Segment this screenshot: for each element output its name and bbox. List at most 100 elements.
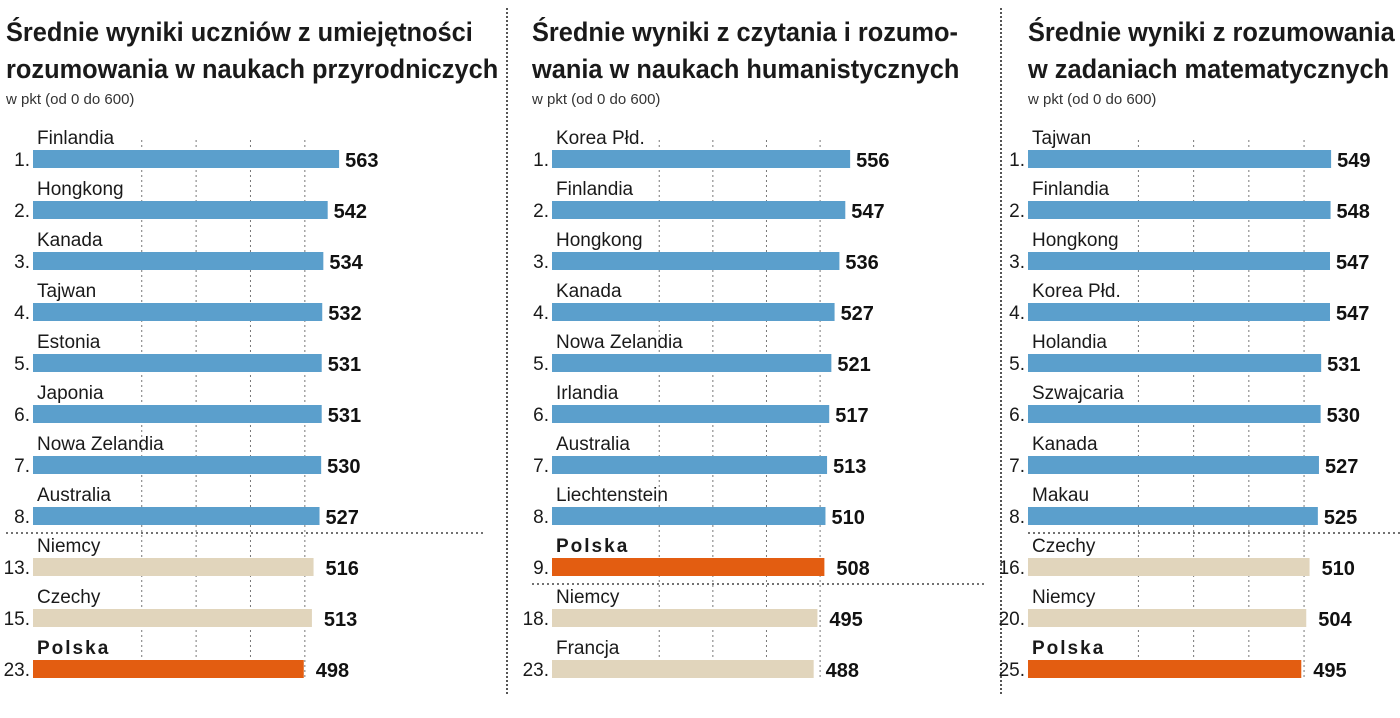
country-label: Hongkong	[1032, 230, 1119, 251]
country-label: Holandia	[1032, 332, 1107, 353]
value-label: 521	[837, 354, 870, 376]
value-label: 527	[326, 507, 359, 529]
value-label: 517	[835, 405, 868, 427]
rank-label: 3.	[14, 252, 30, 273]
panel-title-line: w zadaniach matematycznych	[1028, 54, 1390, 84]
country-label: Tajwan	[37, 281, 96, 302]
country-label: Finlandia	[1032, 179, 1110, 200]
country-label: Czechy	[37, 587, 101, 608]
rank-label: 2.	[533, 201, 549, 222]
value-label: 531	[1327, 354, 1360, 376]
rank-label: 13.	[4, 558, 30, 579]
rank-label: 20.	[999, 609, 1025, 630]
value-label: 548	[1337, 201, 1370, 223]
panel-subtitle: w pkt (od 0 do 600)	[6, 91, 135, 108]
value-label: 549	[1337, 150, 1370, 172]
chart-panel-math: Średnie wyniki z rozumowania w zadaniach…	[999, 0, 1400, 718]
value-label: 510	[831, 507, 864, 529]
value-label: 513	[833, 456, 866, 478]
bar	[552, 609, 818, 627]
bar	[1028, 252, 1330, 270]
country-label: Kanada	[556, 281, 622, 302]
bar	[1028, 201, 1331, 219]
bar	[552, 405, 830, 423]
rank-label: 4.	[14, 303, 30, 324]
panel-title-line: Średnie wyniki z czytania i rozumo-	[532, 17, 958, 47]
rank-label: 3.	[1009, 252, 1025, 273]
country-label: Estonia	[37, 332, 101, 353]
bar	[1028, 507, 1318, 525]
rank-label: 4.	[1009, 303, 1025, 324]
value-label: 498	[316, 660, 349, 682]
country-label: Francja	[556, 638, 620, 659]
country-label: Australia	[556, 434, 630, 455]
chart-panel-reading: Średnie wyniki z czytania i rozumo- wani…	[523, 0, 992, 718]
panel-divider	[506, 8, 508, 694]
country-label: Korea Płd.	[1032, 281, 1121, 302]
panel-title-line: rozumowania w naukach przyrodniczych	[6, 54, 499, 84]
bar	[1028, 456, 1319, 474]
value-label: 488	[826, 660, 859, 682]
country-label: Finlandia	[556, 179, 634, 200]
value-label: 547	[1336, 303, 1369, 325]
country-label: Finlandia	[37, 128, 115, 149]
rank-label: 4.	[533, 303, 549, 324]
bar	[552, 507, 826, 525]
rank-label: 23.	[523, 660, 549, 681]
value-label: 532	[328, 303, 361, 325]
value-label: 563	[345, 150, 378, 172]
country-label: Tajwan	[1032, 128, 1091, 149]
value-label: 534	[329, 252, 363, 274]
bar	[33, 456, 322, 474]
bar	[33, 660, 304, 678]
chart-panel-science: Średnie wyniki uczniów z umiejętności ro…	[4, 0, 499, 718]
rank-label: 5.	[14, 354, 30, 375]
rank-label: 3.	[533, 252, 549, 273]
country-label: Kanada	[37, 230, 103, 251]
value-label: 504	[1318, 609, 1352, 631]
bar	[33, 303, 323, 321]
rank-label: 1.	[1009, 150, 1025, 171]
country-label: Polska	[37, 638, 110, 659]
panel-title: Średnie wyniki z czytania i rozumo- wani…	[532, 14, 983, 88]
panel-subtitle: w pkt (od 0 do 600)	[532, 91, 661, 108]
bar	[552, 354, 832, 372]
bar	[33, 150, 340, 168]
rank-label: 2.	[1009, 201, 1025, 222]
rank-label: 5.	[1009, 354, 1025, 375]
value-label: 516	[326, 558, 359, 580]
rank-label: 8.	[533, 507, 549, 528]
rank-label: 5.	[533, 354, 549, 375]
bar	[552, 660, 814, 678]
country-label: Polska	[1032, 638, 1105, 659]
rank-label: 18.	[523, 609, 549, 630]
panel-subtitle: w pkt (od 0 do 600)	[1028, 91, 1157, 108]
country-label: Niemcy	[556, 587, 620, 608]
bar	[552, 252, 840, 270]
country-label: Australia	[37, 485, 111, 506]
bar	[552, 456, 828, 474]
value-label: 531	[328, 405, 361, 427]
value-label: 527	[841, 303, 874, 325]
rank-label: 7.	[533, 456, 549, 477]
rank-label: 6.	[14, 405, 30, 426]
value-label: 542	[334, 201, 367, 223]
value-label: 525	[1324, 507, 1357, 529]
panel-title: Średnie wyniki z rozumowania w zadaniach…	[1028, 14, 1400, 88]
country-label: Irlandia	[556, 383, 619, 404]
panel-title: Średnie wyniki uczniów z umiejętności ro…	[6, 14, 499, 88]
panel-title-line: Średnie wyniki uczniów z umiejętności	[6, 17, 473, 47]
rank-label: 16.	[999, 558, 1025, 579]
country-label: Czechy	[1032, 536, 1096, 557]
rank-label: 7.	[14, 456, 30, 477]
value-label: 495	[1313, 660, 1346, 682]
country-label: Kanada	[1032, 434, 1098, 455]
value-label: 547	[851, 201, 884, 223]
rank-label: 9.	[533, 558, 549, 579]
value-label: 536	[845, 252, 878, 274]
value-label: 530	[327, 456, 360, 478]
bar	[33, 507, 320, 525]
country-label: Polska	[556, 536, 629, 557]
value-label: 531	[328, 354, 361, 376]
